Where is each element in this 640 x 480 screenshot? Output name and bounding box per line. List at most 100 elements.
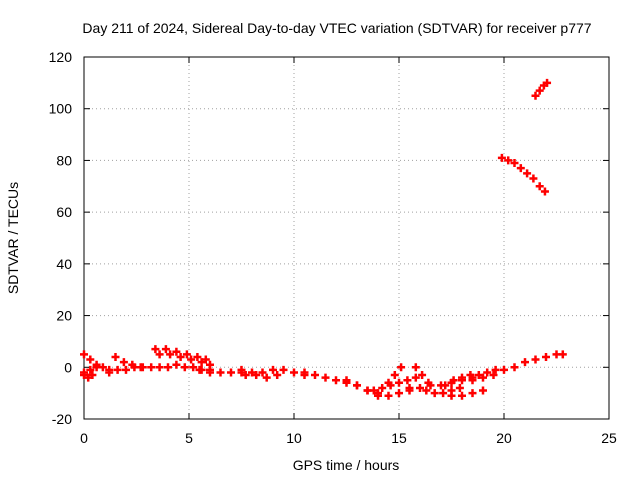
data-point bbox=[455, 383, 464, 392]
y-tick-labels: -20 0 20 40 60 80 100 120 bbox=[49, 49, 73, 427]
data-point bbox=[136, 363, 145, 372]
data-point bbox=[206, 365, 214, 374]
data-point bbox=[535, 182, 544, 191]
y-axis-label: SDTVAR / TECUs bbox=[5, 182, 21, 294]
data-point bbox=[468, 389, 477, 398]
series-arc-17 bbox=[422, 383, 464, 398]
x-tick-label: 20 bbox=[496, 430, 512, 446]
data-point bbox=[474, 371, 483, 380]
data-point bbox=[458, 391, 466, 400]
series-arc-6 bbox=[151, 345, 210, 364]
data-point bbox=[252, 371, 261, 380]
data-point bbox=[466, 371, 475, 380]
data-point bbox=[403, 376, 412, 385]
data-points bbox=[80, 78, 567, 400]
data-point bbox=[395, 389, 403, 398]
tick-layer bbox=[83, 56, 610, 420]
data-point bbox=[216, 368, 225, 377]
y-tick-label: -20 bbox=[52, 411, 72, 427]
data-point bbox=[411, 363, 420, 372]
data-point bbox=[458, 373, 466, 382]
series-arc-23 bbox=[531, 78, 552, 100]
series-arc-14 bbox=[384, 363, 406, 387]
data-point bbox=[542, 352, 550, 361]
data-point bbox=[172, 360, 181, 369]
series-arc-22 bbox=[497, 153, 549, 196]
data-point bbox=[161, 345, 170, 354]
series-arc-12 bbox=[342, 376, 414, 400]
data-point bbox=[147, 363, 156, 372]
data-point bbox=[342, 376, 351, 385]
series-arc-11 bbox=[300, 371, 382, 398]
data-point bbox=[86, 355, 95, 364]
data-point bbox=[441, 381, 450, 390]
data-point bbox=[151, 345, 160, 354]
data-point bbox=[166, 350, 175, 359]
data-point bbox=[447, 391, 456, 400]
data-point bbox=[558, 350, 567, 359]
data-point bbox=[540, 187, 549, 196]
data-point bbox=[195, 365, 204, 374]
data-point bbox=[378, 383, 387, 392]
series-arc-9 bbox=[237, 365, 309, 377]
data-point bbox=[155, 350, 164, 359]
data-point bbox=[176, 352, 185, 361]
data-point bbox=[449, 376, 458, 385]
x-tick-label: 10 bbox=[286, 430, 302, 446]
data-point bbox=[86, 365, 95, 374]
data-point bbox=[273, 371, 282, 380]
data-point bbox=[384, 378, 393, 387]
data-point bbox=[237, 368, 246, 377]
data-point bbox=[155, 363, 164, 372]
data-point bbox=[510, 159, 519, 168]
y-tick-label: 20 bbox=[56, 308, 72, 324]
data-point bbox=[411, 373, 420, 382]
data-point bbox=[80, 371, 88, 380]
chart-title: Day 211 of 2024, Sidereal Day-to-day VTE… bbox=[82, 20, 591, 36]
data-point bbox=[535, 86, 544, 95]
data-point bbox=[422, 386, 431, 395]
data-point bbox=[197, 358, 206, 367]
data-point bbox=[258, 368, 267, 377]
data-point bbox=[430, 389, 439, 398]
data-point bbox=[497, 153, 506, 162]
x-tick-label: 0 bbox=[80, 430, 88, 446]
data-point bbox=[164, 363, 172, 372]
series-arc-19 bbox=[447, 386, 487, 400]
data-point bbox=[529, 174, 538, 183]
data-point bbox=[321, 373, 330, 382]
data-point bbox=[531, 91, 540, 100]
data-point bbox=[111, 352, 120, 361]
data-point bbox=[187, 355, 196, 364]
data-point bbox=[311, 371, 319, 380]
y-tick-label: 100 bbox=[49, 101, 73, 117]
data-point bbox=[84, 373, 93, 382]
x-tick-label: 5 bbox=[185, 430, 193, 446]
data-point bbox=[523, 169, 532, 178]
data-point bbox=[300, 371, 309, 380]
data-point bbox=[384, 391, 393, 400]
data-point bbox=[374, 391, 382, 400]
data-point bbox=[128, 360, 137, 369]
data-point bbox=[483, 368, 492, 377]
series-arc-7 bbox=[155, 350, 214, 369]
data-point bbox=[122, 365, 130, 374]
data-point bbox=[189, 363, 198, 372]
y-tick-label: 40 bbox=[56, 256, 72, 272]
data-point bbox=[201, 355, 210, 364]
data-point bbox=[290, 368, 298, 377]
data-point bbox=[468, 376, 477, 385]
series-arc-13 bbox=[369, 373, 420, 395]
series-arc-18 bbox=[441, 371, 475, 390]
data-point bbox=[369, 386, 378, 395]
y-tick-label: 0 bbox=[64, 359, 72, 375]
series-arc-3 bbox=[80, 371, 97, 382]
data-point bbox=[172, 347, 181, 356]
data-point bbox=[193, 352, 202, 361]
data-point bbox=[227, 368, 235, 377]
data-point bbox=[241, 371, 250, 380]
data-point bbox=[479, 373, 487, 382]
data-point bbox=[418, 371, 427, 380]
